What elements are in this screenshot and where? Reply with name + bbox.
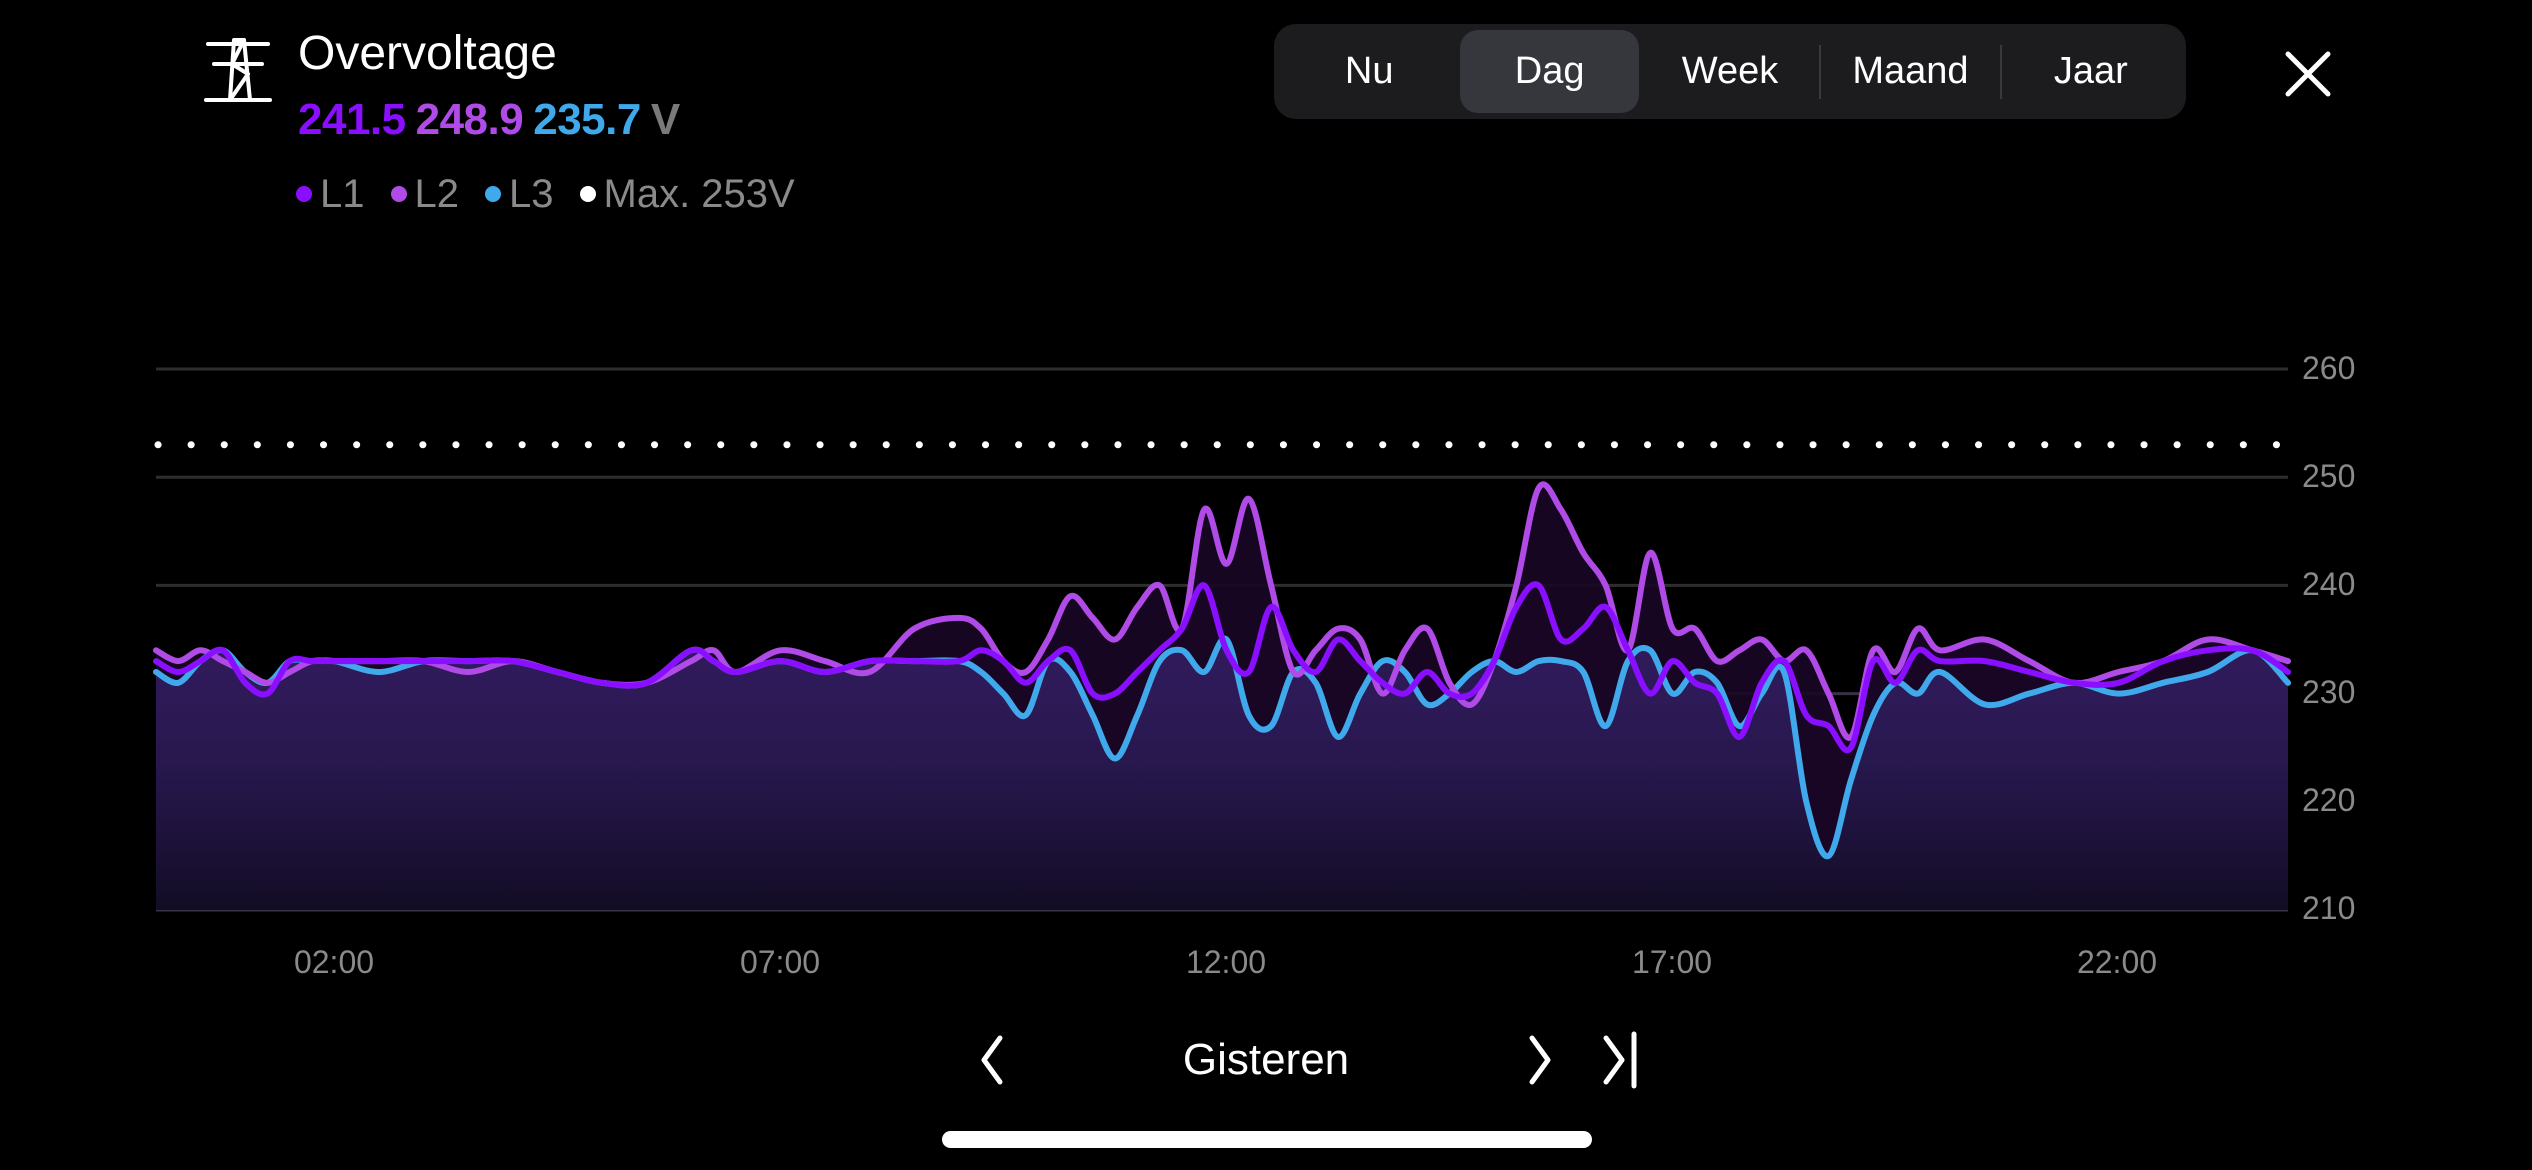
l1-value: 241.5 <box>298 95 406 144</box>
skip-to-end-icon[interactable] <box>1592 1030 1652 1090</box>
series-line-l1 <box>153 581 2291 754</box>
chart-gridlines <box>156 367 2288 912</box>
date-label: Gisteren <box>1182 1035 1350 1084</box>
unit-label: V <box>650 95 680 144</box>
max-dot-icon <box>579 186 596 202</box>
y-tick-240: 240 <box>2302 566 2356 602</box>
legend-label: L2 <box>414 172 460 216</box>
x-tick-2200: 22:00 <box>2076 944 2158 980</box>
legend-label: Max. 253V <box>603 172 795 216</box>
legend-item-l2: L2 <box>390 168 460 220</box>
y-tick-220: 220 <box>2302 782 2356 818</box>
x-tick-1700: 17:00 <box>1631 944 1713 980</box>
chevron-left-icon[interactable] <box>962 1030 1022 1090</box>
divider <box>1819 44 1822 99</box>
y-tick-250: 250 <box>2302 458 2356 494</box>
legend-item-max: Max. 253V <box>579 168 795 220</box>
l3-value: 235.7 <box>533 95 641 144</box>
l1-dot-icon <box>296 186 312 202</box>
y-tick-230: 230 <box>2302 674 2356 710</box>
home-indicator[interactable] <box>942 1131 1592 1148</box>
series-line-l2 <box>153 481 2291 741</box>
chart-series-lines <box>153 481 2291 860</box>
current-values: 241.5 248.9 235.7 V <box>298 92 690 148</box>
power-pylon-icon <box>204 38 272 102</box>
tab-week[interactable]: Week <box>1681 50 1779 92</box>
tab-jaar[interactable]: Jaar <box>2053 50 2128 92</box>
x-tick-1200: 12:00 <box>1185 944 1267 980</box>
chevron-right-icon[interactable] <box>1510 1030 1570 1090</box>
x-tick-0700: 07:00 <box>739 944 821 980</box>
divider <box>1999 44 2002 99</box>
legend-item-l3: L3 <box>485 168 554 220</box>
l3-dot-icon <box>485 186 501 202</box>
series-line-l3 <box>153 635 2291 860</box>
l2-dot-icon <box>390 186 407 202</box>
tab-nu[interactable]: Nu <box>1344 50 1394 92</box>
page-title: Overvoltage <box>298 27 557 80</box>
legend-label: L1 <box>320 172 365 216</box>
legend-label: L3 <box>509 172 554 216</box>
y-tick-260: 260 <box>2302 350 2356 386</box>
voltage-chart <box>153 367 2291 912</box>
chart-legend: L1 L2 L3 Max. 253V <box>296 168 821 220</box>
y-tick-210: 210 <box>2302 890 2356 926</box>
legend-item-l1: L1 <box>296 168 365 220</box>
x-tick-0200: 02:00 <box>293 944 375 980</box>
l2-value: 248.9 <box>415 95 524 144</box>
close-icon[interactable] <box>2280 46 2336 102</box>
chart-area-fills <box>156 484 2288 910</box>
tab-dag[interactable]: Dag <box>1460 30 1639 113</box>
period-selector: Nu Dag Week Maand Jaar <box>1274 24 2186 119</box>
tab-maand[interactable]: Maand <box>1852 50 1969 92</box>
